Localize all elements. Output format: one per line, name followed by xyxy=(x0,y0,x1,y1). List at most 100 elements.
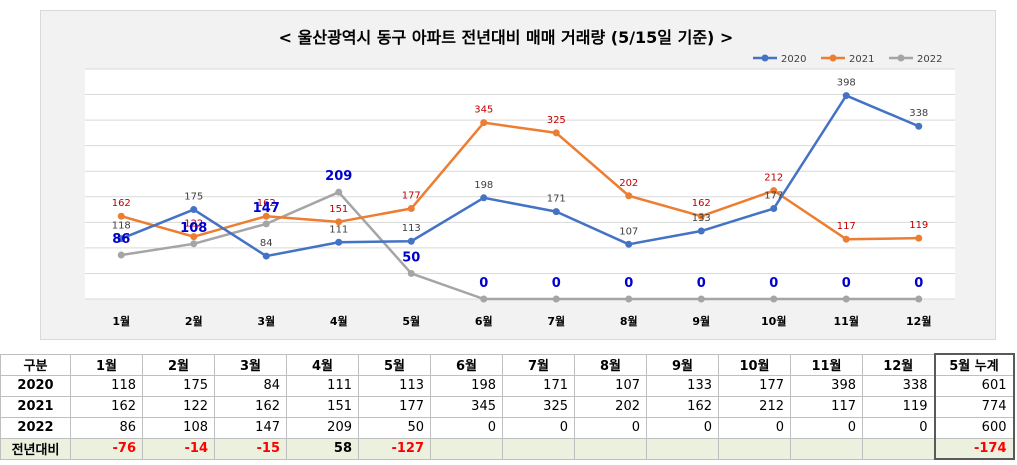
data-label: 198 xyxy=(474,180,493,191)
table-cell: 0 xyxy=(430,416,503,439)
data-label: 338 xyxy=(909,108,928,119)
plot-area xyxy=(85,69,955,299)
table-cell: 0 xyxy=(718,416,791,439)
x-axis-ticks: 1월 2월 3월 4월 5월 6월 7월 8월 9월 10월 11월 12월 xyxy=(112,314,931,328)
data-label: 122 xyxy=(184,219,203,230)
x-tick-label: 9월 xyxy=(692,314,710,328)
series-line-2021 xyxy=(120,121,919,241)
total-cell: 601 xyxy=(933,374,1015,397)
data-point xyxy=(407,269,415,277)
column-header: 5월 xyxy=(358,353,431,376)
data-point xyxy=(770,187,778,195)
column-header: 8월 xyxy=(574,353,647,376)
data-label: 0 xyxy=(914,276,923,291)
data-point xyxy=(262,212,270,220)
column-header: 7월 xyxy=(502,353,575,376)
column-header: 1월 xyxy=(70,353,143,376)
table-cell: 107 xyxy=(574,374,647,397)
data-point xyxy=(190,240,198,248)
data-label: 147 xyxy=(253,201,280,216)
data-point xyxy=(552,129,560,137)
series-line-2022 xyxy=(121,190,919,301)
data-label: 151 xyxy=(329,204,348,215)
legend-marker xyxy=(829,54,837,62)
data-point xyxy=(697,295,705,303)
data-label: 177 xyxy=(402,191,421,202)
data-point xyxy=(625,295,633,303)
data-point xyxy=(697,227,705,235)
column-header: 10월 xyxy=(718,353,791,376)
table-row: 2022 86 108 147 209 50 0 0 0 0 0 0 0 600 xyxy=(0,416,1015,439)
table-cell: 50 xyxy=(358,416,431,439)
table-cell: 209 xyxy=(286,416,359,439)
diff-cell: -14 xyxy=(142,437,215,460)
row-label: 2022 xyxy=(0,416,71,439)
data-label: 118 xyxy=(112,221,131,232)
diff-cell xyxy=(790,437,863,460)
data-point xyxy=(117,212,125,220)
data-point xyxy=(480,119,488,127)
data-point xyxy=(915,234,923,242)
data-point xyxy=(407,237,415,245)
table-cell: 162 xyxy=(214,395,287,418)
data-label: 345 xyxy=(474,105,493,116)
data-label: 0 xyxy=(697,276,706,291)
diff-total-cell: -174 xyxy=(933,437,1015,460)
column-header: 4월 xyxy=(286,353,359,376)
data-point xyxy=(625,240,633,248)
data-label: 162 xyxy=(692,198,711,209)
table-cell: 118 xyxy=(70,374,143,397)
data-label: 50 xyxy=(402,250,420,265)
data-label: 0 xyxy=(624,276,633,291)
legend-label: 2022 xyxy=(917,54,942,65)
data-point xyxy=(770,205,778,213)
data-point xyxy=(335,188,343,196)
table-cell: 122 xyxy=(142,395,215,418)
diff-row: 전년대비 -76 -14 -15 58 -127 -174 xyxy=(0,437,1015,460)
column-header: 6월 xyxy=(430,353,503,376)
data-point xyxy=(190,206,198,214)
table-cell: 86 xyxy=(70,416,143,439)
data-label: 177 xyxy=(764,191,783,202)
table-cell: 84 xyxy=(214,374,287,397)
data-table: 구분 1월 2월 3월 4월 5월 6월 7월 8월 9월 10월 11월 12월 5월 누계 2020 1… xyxy=(0,353,1015,460)
table-cell: 177 xyxy=(358,395,431,418)
table-cell: 133 xyxy=(646,374,719,397)
diff-cell xyxy=(502,437,575,460)
data-point xyxy=(262,220,270,228)
data-point xyxy=(190,233,198,241)
legend-marker xyxy=(897,54,905,62)
data-labels: 118 175 84 111 113 198 171 107 133 177 398 338 162 12… xyxy=(112,78,929,291)
x-tick-label: 5월 xyxy=(402,314,420,328)
x-tick-label: 1월 xyxy=(112,314,130,328)
legend-label: 2020 xyxy=(781,54,806,65)
line-chart: < 울산광역시 동구 아파트 전년대비 매매 거래량 (5/15일 기준) > … xyxy=(85,28,955,328)
table-cell: 398 xyxy=(790,374,863,397)
data-label: 175 xyxy=(184,192,203,203)
table-cell: 0 xyxy=(574,416,647,439)
column-header: 9월 xyxy=(646,353,719,376)
data-label: 107 xyxy=(619,226,638,237)
diff-cell xyxy=(574,437,647,460)
data-point xyxy=(335,238,343,246)
table-cell: 171 xyxy=(502,374,575,397)
data-label: 108 xyxy=(180,221,207,236)
data-label: 84 xyxy=(260,238,273,249)
table-cell: 162 xyxy=(646,395,719,418)
data-point xyxy=(117,235,125,243)
data-label: 0 xyxy=(479,276,488,291)
column-header: 구분 xyxy=(0,353,71,376)
diff-cell: -76 xyxy=(70,437,143,460)
data-point xyxy=(842,235,850,243)
data-label: 171 xyxy=(547,194,566,205)
table-cell: 108 xyxy=(142,416,215,439)
total-cell: 774 xyxy=(933,395,1015,418)
table-cell: 175 xyxy=(142,374,215,397)
gridlines xyxy=(85,68,955,300)
x-tick-label: 7월 xyxy=(547,314,565,328)
data-point xyxy=(625,192,633,200)
data-label: 111 xyxy=(329,224,348,235)
table-header-row: 구분 1월 2월 3월 4월 5월 6월 7월 8월 9월 10월 11월 12월 5월 누계 xyxy=(0,353,1015,376)
table-cell: 147 xyxy=(214,416,287,439)
data-label: 119 xyxy=(909,220,928,231)
